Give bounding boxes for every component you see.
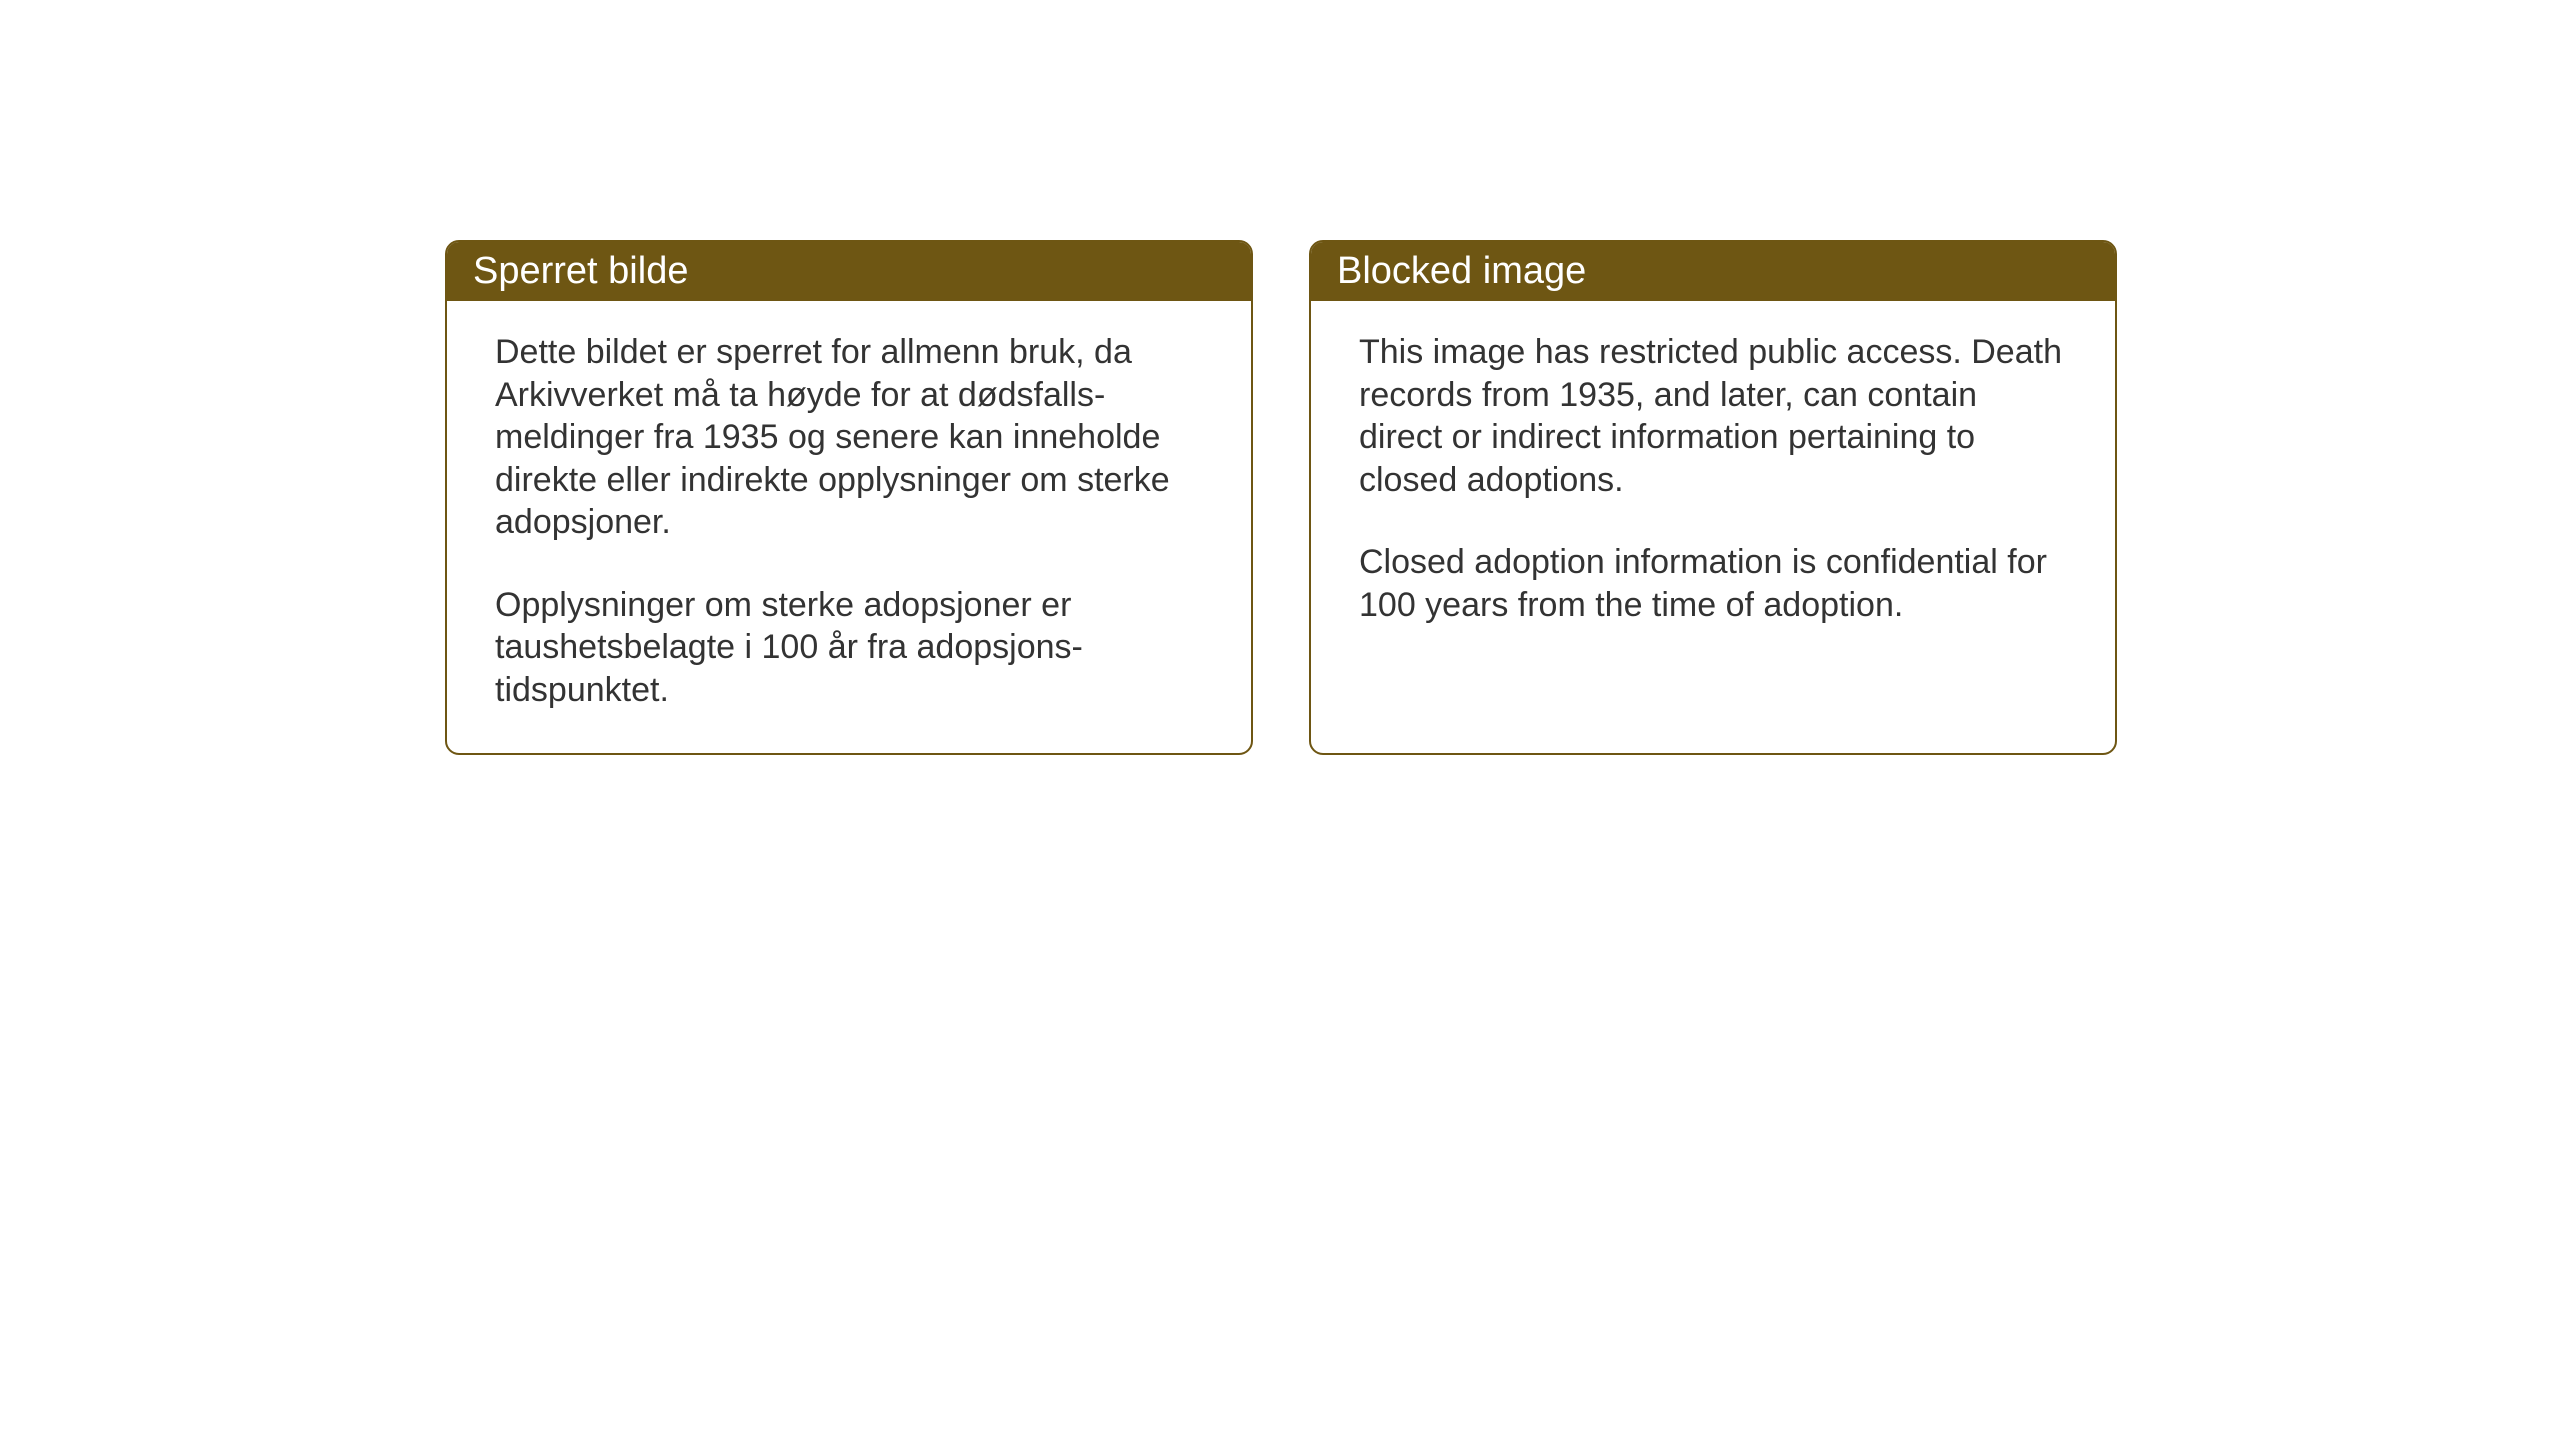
- card-paragraph-2-english: Closed adoption information is confident…: [1359, 541, 2067, 626]
- card-title-norwegian: Sperret bilde: [473, 250, 688, 292]
- notice-card-norwegian: Sperret bilde Dette bildet er sperret fo…: [445, 240, 1253, 755]
- card-header-english: Blocked image: [1311, 242, 2115, 301]
- card-header-norwegian: Sperret bilde: [447, 242, 1251, 301]
- card-paragraph-1-norwegian: Dette bildet er sperret for allmenn bruk…: [495, 331, 1203, 544]
- notice-container: Sperret bilde Dette bildet er sperret fo…: [445, 240, 2117, 755]
- card-body-english: This image has restricted public access.…: [1311, 301, 2115, 668]
- card-body-norwegian: Dette bildet er sperret for allmenn bruk…: [447, 301, 1251, 753]
- card-title-english: Blocked image: [1337, 250, 1586, 292]
- card-paragraph-2-norwegian: Opplysninger om sterke adopsjoner er tau…: [495, 584, 1203, 712]
- notice-card-english: Blocked image This image has restricted …: [1309, 240, 2117, 755]
- card-paragraph-1-english: This image has restricted public access.…: [1359, 331, 2067, 501]
